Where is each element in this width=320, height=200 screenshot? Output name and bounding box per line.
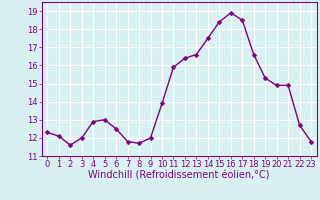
X-axis label: Windchill (Refroidissement éolien,°C): Windchill (Refroidissement éolien,°C) xyxy=(88,171,270,181)
